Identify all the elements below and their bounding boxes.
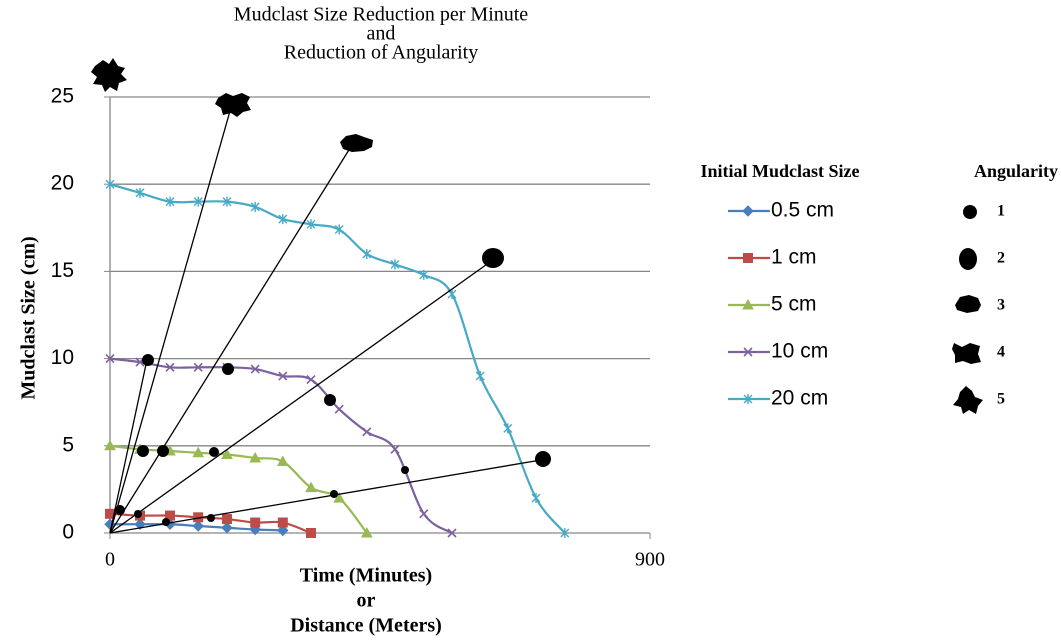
marker	[503, 423, 513, 434]
marker	[419, 509, 429, 519]
angularity-label: 3	[997, 297, 1005, 314]
marker	[135, 187, 145, 198]
marker	[249, 451, 262, 463]
marker	[390, 444, 400, 454]
y-tick-label: 0	[62, 521, 74, 544]
marker	[743, 394, 753, 404]
marker	[221, 522, 233, 534]
legend-label: 5 cm	[771, 293, 817, 316]
x-tick-label: 0	[105, 549, 115, 571]
marker	[362, 248, 372, 259]
marker	[278, 371, 288, 381]
marker	[305, 481, 317, 493]
legend-label: 20 cm	[771, 387, 828, 410]
marker	[362, 427, 372, 437]
y-tick-label: 10	[51, 346, 74, 369]
marker	[222, 196, 232, 207]
legend-label: 10 cm	[771, 340, 828, 363]
legend-label: 0.5 cm	[771, 199, 834, 222]
y-tick-label: 25	[51, 85, 74, 108]
marker	[192, 446, 205, 458]
marker	[105, 354, 115, 364]
angularity-legend-shapes	[952, 205, 983, 414]
legend-label: 1 cm	[771, 246, 817, 269]
marker	[221, 448, 233, 460]
marker	[104, 439, 116, 451]
marker	[475, 371, 485, 382]
angularity-label: 4	[997, 344, 1005, 361]
marker	[742, 205, 754, 217]
axes	[104, 96, 651, 539]
chart-title: and	[367, 23, 396, 45]
x-axis-label: Distance (Meters)	[290, 615, 442, 637]
marker	[165, 362, 175, 372]
marker	[250, 517, 261, 528]
marker	[222, 514, 232, 525]
angularity-label: 1	[997, 203, 1005, 220]
marker	[306, 219, 316, 230]
chart-title: Mudclast Size Reduction per Minute	[234, 4, 529, 26]
marker	[165, 510, 175, 521]
marker	[306, 374, 316, 385]
marker	[276, 455, 289, 466]
marker	[192, 520, 204, 532]
marker	[278, 214, 288, 225]
x-tick-label: 900	[635, 549, 665, 571]
marker	[743, 253, 753, 263]
marker	[743, 347, 753, 357]
y-tick-label: 15	[51, 259, 74, 282]
marker	[250, 364, 260, 374]
marker	[250, 201, 260, 212]
marker	[333, 492, 346, 503]
series-line	[109, 444, 368, 534]
x-axis-label: or	[357, 590, 376, 612]
y-tick-label: 5	[62, 433, 74, 456]
marker	[193, 196, 203, 207]
marker	[334, 404, 344, 414]
marker	[105, 179, 115, 190]
y-axis-label: Mudclast Size (cm)	[18, 236, 40, 399]
legend-title: Initial Mudclast Size	[700, 161, 859, 181]
marker	[560, 528, 570, 538]
chart-title: Reduction of Angularity	[284, 42, 478, 64]
marker	[334, 224, 344, 235]
angularity-label: 5	[997, 391, 1005, 408]
marker	[277, 524, 289, 537]
marker	[134, 518, 146, 530]
angularity-title: Angularity	[974, 161, 1058, 181]
marker	[165, 196, 175, 207]
marker	[306, 528, 316, 538]
marker	[193, 362, 203, 372]
marker	[390, 259, 400, 270]
marker	[447, 528, 457, 538]
angularity-illustration	[91, 58, 551, 534]
x-axis-label: Time (Minutes)	[300, 565, 432, 587]
marker	[531, 493, 541, 504]
y-tick-label: 20	[51, 172, 74, 195]
marker	[742, 298, 754, 310]
marker	[419, 269, 429, 280]
angularity-label: 2	[997, 250, 1005, 267]
marker	[360, 526, 373, 538]
marker	[277, 517, 288, 528]
